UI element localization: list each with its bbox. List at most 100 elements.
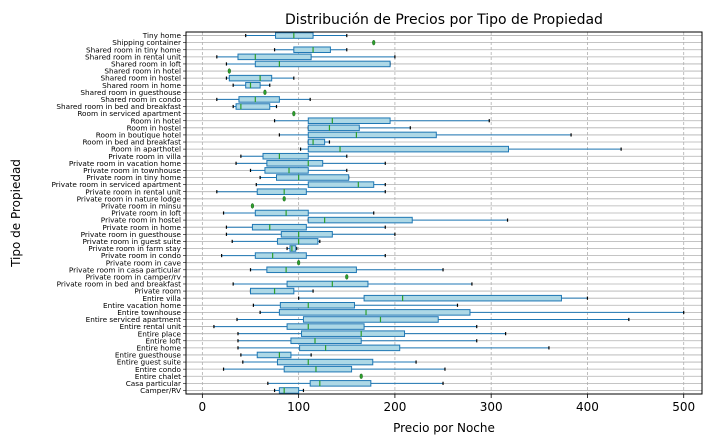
- box-plot-item: [240, 351, 312, 359]
- outlier-point: [250, 203, 254, 209]
- box-plot-item: [252, 302, 459, 309]
- y-tick-label: Shared room in hotel: [104, 67, 181, 76]
- y-tick-label: Shipping container: [112, 38, 181, 47]
- box-plot-item: [225, 74, 295, 82]
- box-plot-item: [216, 53, 396, 61]
- box-plot-item: [282, 196, 286, 202]
- y-tick-label: Private room in condo: [101, 251, 182, 260]
- box-iqr: [307, 145, 509, 153]
- box-iqr: [228, 74, 273, 82]
- outlier-point: [359, 373, 363, 379]
- box-plot-item: [221, 252, 386, 259]
- outlier-point: [292, 110, 296, 117]
- y-tick-label: Private room in loft: [111, 209, 181, 218]
- box-iqr: [286, 323, 365, 330]
- box-iqr: [307, 124, 360, 132]
- box-iqr: [293, 46, 331, 54]
- box-plot-item: [232, 280, 473, 288]
- box-iqr: [278, 387, 300, 394]
- box-iqr: [280, 231, 333, 238]
- box-iqr: [309, 380, 372, 387]
- plot-boxes: [213, 32, 685, 394]
- y-tick-label: Private room in serviced apartment: [51, 180, 181, 189]
- box-iqr: [264, 167, 309, 174]
- box-iqr: [278, 309, 471, 316]
- x-tick-label: 200: [383, 400, 406, 414]
- y-tick-label: Private room: [134, 287, 181, 296]
- outlier-point: [372, 39, 376, 46]
- box-plot-item: [273, 46, 348, 54]
- box-plot-item: [225, 231, 396, 238]
- box-plot-item: [372, 39, 376, 46]
- x-tick-labels: 0 100 200 300 400 500: [199, 394, 695, 414]
- x-tick-label: 400: [576, 400, 599, 414]
- box-plot-item: [259, 174, 350, 181]
- y-tick-label: Private room in vacation home: [69, 159, 182, 168]
- box-iqr: [256, 351, 292, 359]
- x-tick-label: 100: [287, 400, 310, 414]
- box-plot-item: [297, 260, 301, 266]
- outlier-point: [263, 89, 267, 95]
- y-tick-label: Shared room in rental unit: [85, 52, 181, 61]
- box-plot-item: [235, 160, 386, 167]
- box-plot-item: [225, 223, 386, 231]
- box-plot-item: [237, 337, 478, 345]
- box-iqr: [302, 316, 439, 323]
- y-tick-label: Entire place: [138, 329, 182, 338]
- box-iqr: [250, 287, 295, 295]
- box-iqr: [307, 131, 437, 139]
- box-iqr: [307, 117, 391, 124]
- y-tick-label: Room in serviced apartment: [77, 109, 181, 118]
- box-iqr: [256, 188, 307, 195]
- y-tick-label: Entire loft: [145, 336, 181, 345]
- box-iqr: [286, 280, 369, 288]
- box-iqr: [245, 81, 261, 89]
- box-plot-item: [307, 216, 509, 224]
- box-iqr: [238, 96, 280, 103]
- box-plot-item: [307, 138, 331, 146]
- x-tick-label: 0: [199, 400, 207, 414]
- y-tick-label: Shared room in loft: [111, 60, 181, 69]
- box-iqr: [266, 266, 357, 274]
- box-iqr: [307, 138, 326, 146]
- box-plot-item: [292, 110, 296, 117]
- y-tick-label: Shared room in bed and breakfast: [56, 102, 181, 111]
- y-tick-label: Entire guest suite: [117, 358, 182, 367]
- outlier-point: [227, 68, 231, 74]
- y-tick-label: Private room in tiny home: [86, 173, 181, 182]
- box-iqr: [251, 223, 307, 231]
- box-plot-item: [237, 330, 507, 337]
- box-plot-item: [249, 167, 348, 174]
- y-tick-label: Entire guesthouse: [115, 351, 182, 360]
- y-tick-label: Shared room in hostel: [101, 74, 181, 83]
- outlier-point: [282, 196, 286, 202]
- y-tick-label: Room in hotel: [130, 116, 181, 125]
- box-plot-item: [231, 238, 321, 245]
- box-plot-item: [216, 188, 386, 195]
- y-tick-label: Private room in cave: [106, 258, 182, 267]
- box-plot-item: [307, 124, 411, 132]
- box-iqr: [237, 53, 312, 61]
- box-plot-item: [236, 316, 630, 323]
- box-iqr: [254, 252, 307, 259]
- box-plot-item: [267, 380, 444, 387]
- box-plot-item: [255, 181, 386, 188]
- y-tick-label: Private room in hostel: [101, 216, 181, 225]
- y-tick-label: Private room in minsu: [101, 202, 181, 211]
- box-iqr: [266, 160, 324, 167]
- box-plot-item: [273, 117, 490, 124]
- y-tick-label: Tiny home: [142, 31, 182, 40]
- y-tick-label: Room in aparthotel: [111, 145, 181, 154]
- box-plot-item: [249, 287, 314, 295]
- box-iqr: [307, 181, 375, 188]
- y-tick-label: Entire vacation home: [103, 301, 182, 310]
- box-plot-item: [263, 89, 267, 95]
- box-iqr: [289, 245, 297, 252]
- outlier-point: [297, 260, 301, 266]
- box-plot-item: [249, 266, 444, 274]
- chart-title: Distribución de Precios por Tipo de Prop…: [285, 12, 603, 28]
- y-tick-label: Casa particular: [126, 379, 181, 388]
- y-tick-label: Private room in townhouse: [83, 166, 181, 175]
- y-tick-label: Shared room in tiny home: [86, 45, 182, 54]
